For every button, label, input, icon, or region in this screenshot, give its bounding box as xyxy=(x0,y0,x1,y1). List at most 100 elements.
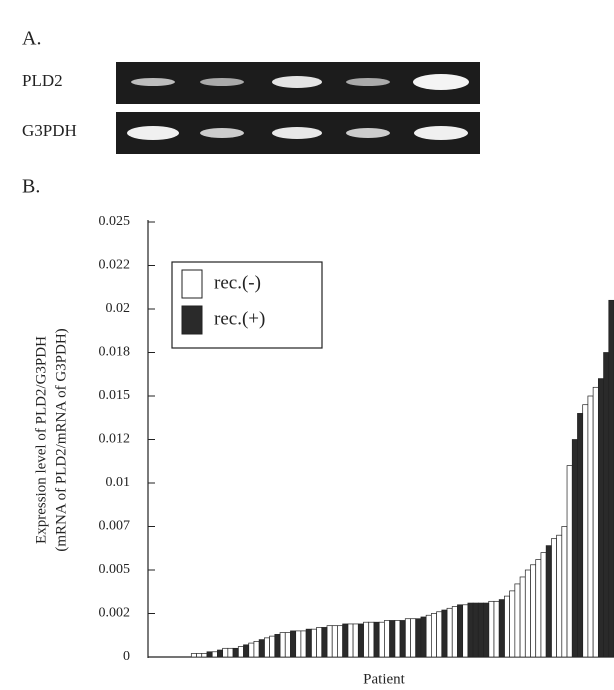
bar xyxy=(306,629,311,657)
bar xyxy=(191,654,196,657)
bar xyxy=(562,527,567,658)
gel xyxy=(116,62,480,154)
bar xyxy=(390,620,395,657)
bar xyxy=(421,617,426,657)
bar xyxy=(572,440,577,658)
bar xyxy=(604,353,609,658)
bar xyxy=(541,553,546,657)
bar xyxy=(374,622,379,657)
bar xyxy=(463,605,468,657)
y-tick-label: 0.022 xyxy=(99,258,131,273)
bar xyxy=(285,633,290,657)
y-axis-label: (mRNA of PLD2/mRNA of G3PDH) xyxy=(53,328,69,551)
y-tick-label: 0.02 xyxy=(106,301,131,316)
bar xyxy=(536,560,541,657)
bar xyxy=(364,622,369,657)
bar xyxy=(317,627,322,657)
bar xyxy=(447,608,452,657)
y-tick-label: 0.025 xyxy=(99,214,131,229)
bar xyxy=(583,405,588,657)
band xyxy=(346,128,390,138)
bar xyxy=(322,627,327,657)
bar xyxy=(353,624,358,657)
bar xyxy=(557,535,562,657)
bar xyxy=(384,620,389,657)
bar xyxy=(478,603,483,657)
bar xyxy=(504,596,509,657)
bar xyxy=(395,620,400,657)
bar xyxy=(332,626,337,657)
bar xyxy=(473,603,478,657)
bar xyxy=(290,631,295,657)
bar xyxy=(369,622,374,657)
bar xyxy=(551,539,556,657)
bar xyxy=(520,577,525,657)
bar xyxy=(228,648,233,657)
band xyxy=(346,78,390,86)
bar xyxy=(499,600,504,657)
bar xyxy=(280,633,285,657)
bar xyxy=(468,603,473,657)
bar xyxy=(327,626,332,657)
bar xyxy=(358,624,363,657)
y-tick-label: 0.007 xyxy=(99,519,131,534)
y-axis-label: Expression level of PLD2/G3PDH xyxy=(33,336,49,544)
bar xyxy=(296,631,301,657)
bar xyxy=(515,584,520,657)
bar xyxy=(416,619,421,657)
bar xyxy=(510,591,515,657)
bar xyxy=(609,300,614,657)
band xyxy=(200,78,244,86)
bar xyxy=(546,546,551,657)
band xyxy=(413,74,469,90)
bar xyxy=(270,636,275,657)
y-tick-label: 0 xyxy=(123,649,130,664)
bar xyxy=(223,648,228,657)
band xyxy=(272,127,322,139)
bar xyxy=(410,619,415,657)
bar xyxy=(238,647,243,657)
bar xyxy=(531,565,536,657)
bar xyxy=(212,652,217,657)
bar xyxy=(348,624,353,657)
bar xyxy=(405,619,410,657)
bar xyxy=(426,615,431,657)
bar xyxy=(259,640,264,657)
bar xyxy=(593,387,598,657)
bar xyxy=(343,624,348,657)
band xyxy=(131,78,175,86)
legend-swatch xyxy=(182,270,202,298)
band xyxy=(200,128,244,138)
panel-label: B. xyxy=(22,176,40,198)
band xyxy=(272,76,322,88)
bar xyxy=(207,652,212,657)
bar xyxy=(400,620,405,657)
y-tick-label: 0.002 xyxy=(99,606,131,621)
bar xyxy=(457,605,462,657)
bar xyxy=(577,413,582,657)
bar xyxy=(437,612,442,657)
bar xyxy=(202,654,207,657)
bar xyxy=(588,396,593,657)
bar xyxy=(243,645,248,657)
bar xyxy=(494,601,499,657)
bar xyxy=(254,641,259,657)
panel-label: A. xyxy=(22,28,41,50)
band xyxy=(414,126,468,140)
bar xyxy=(337,626,342,657)
bar xyxy=(233,648,238,657)
row-label: PLD2 xyxy=(22,71,63,90)
bar xyxy=(311,629,316,657)
legend-label: rec.(-) xyxy=(214,272,261,293)
row-label: G3PDH xyxy=(22,121,77,140)
legend-swatch xyxy=(182,306,202,334)
y-tick-label: 0.018 xyxy=(99,345,131,360)
band xyxy=(127,126,179,140)
figure: A. PLD2 G3PDH B. Expression level of PLD… xyxy=(0,0,614,690)
y-tick-label: 0.01 xyxy=(106,475,131,490)
bar xyxy=(217,650,222,657)
bar xyxy=(484,603,489,657)
y-tick-label: 0.015 xyxy=(99,388,131,403)
bar xyxy=(379,622,384,657)
bar xyxy=(525,570,530,657)
